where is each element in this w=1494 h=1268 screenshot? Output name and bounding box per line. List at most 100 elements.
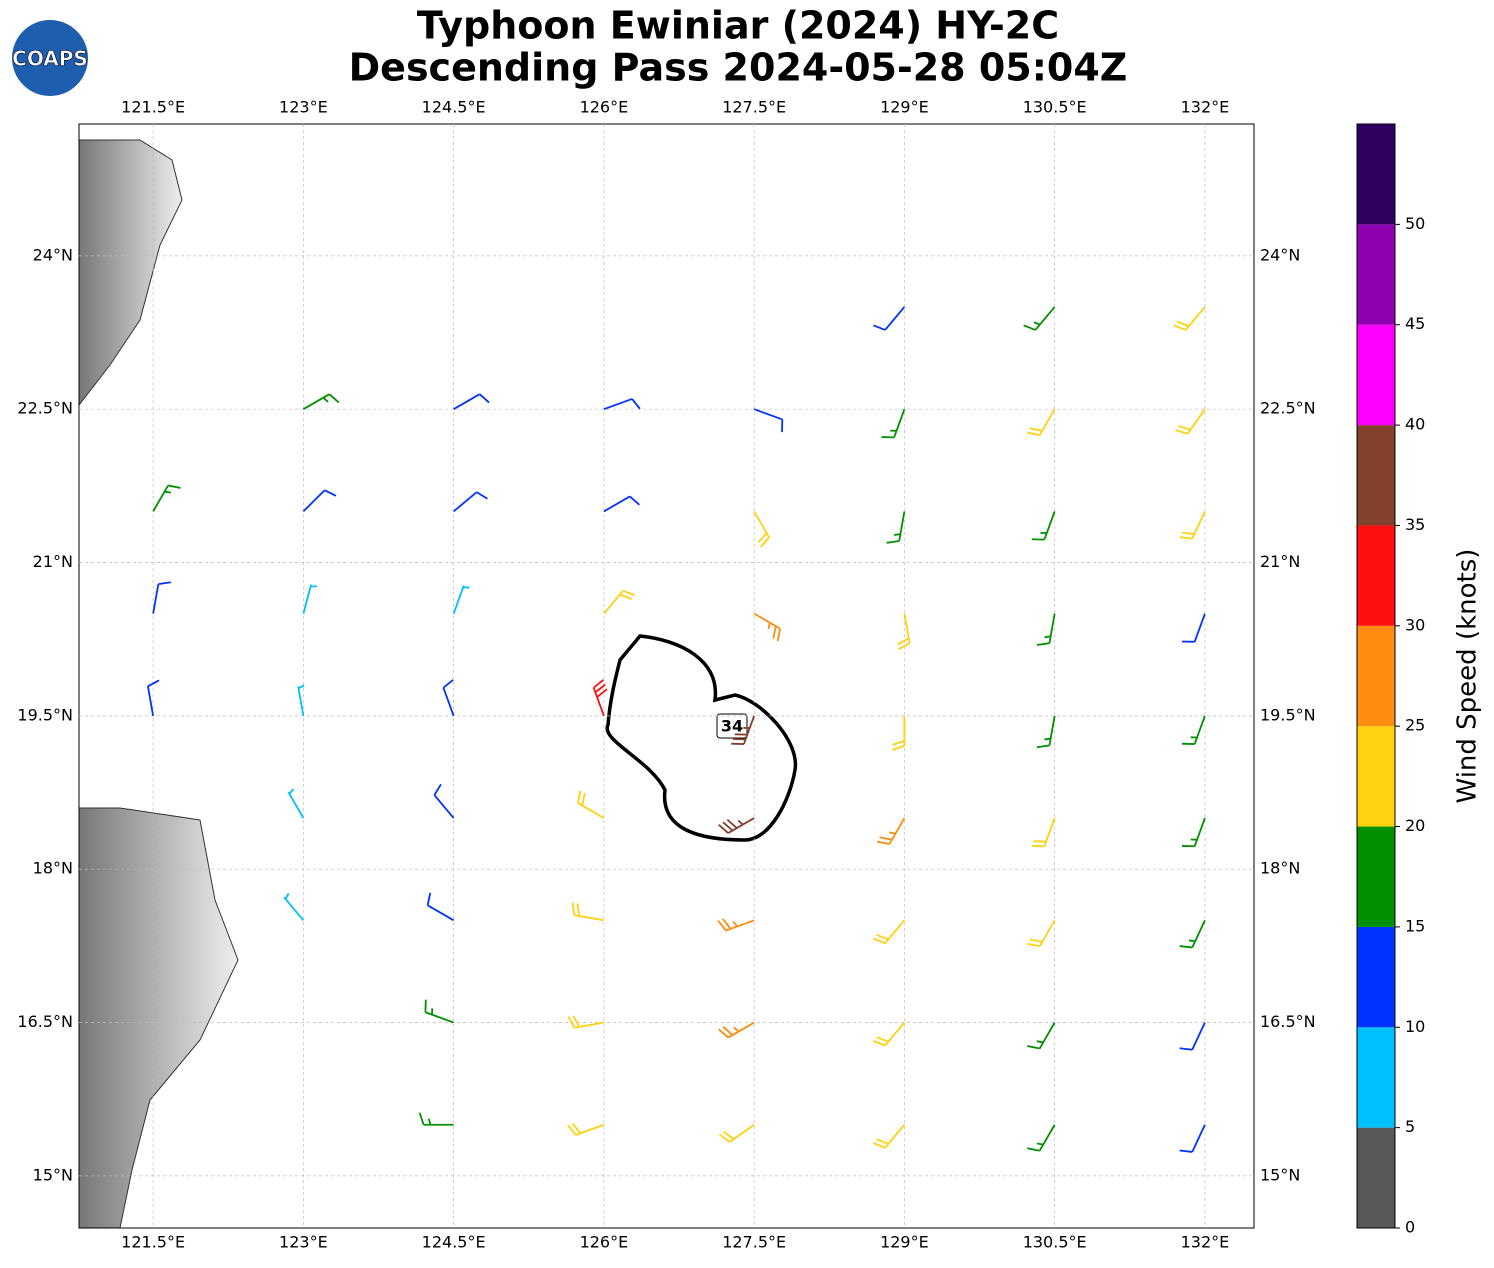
wind-barb: [1036, 613, 1056, 646]
wind-barb: [731, 715, 755, 745]
wind-barb: [876, 817, 906, 845]
colorbar-tick-label: 45: [1405, 314, 1425, 333]
wind-barb: [873, 1021, 906, 1047]
colorbar-segment: [1357, 625, 1395, 727]
contour-label: 34: [721, 717, 743, 736]
x-tick-label: 127.5°E: [722, 98, 786, 117]
colorbar-tick-label: 25: [1405, 716, 1425, 735]
x-tick-label: 126°E: [580, 98, 629, 117]
y-tick-label: 19.5°N: [17, 705, 73, 724]
y-tick-label: 24°N: [1260, 245, 1300, 264]
x-tick-label: 130.5°E: [1023, 98, 1087, 117]
y-tick-label: 19.5°N: [1260, 705, 1316, 724]
wind-barb: [1179, 1124, 1206, 1153]
wind-barb: [297, 684, 305, 717]
y-tick-label: 18°N: [33, 859, 73, 878]
x-tick-label: 126°E: [580, 1233, 629, 1252]
wind-barb: [753, 408, 784, 433]
colorbar-tick-label: 20: [1405, 816, 1425, 835]
colorbar-label: Wind Speed (knots): [1453, 549, 1483, 804]
wind-barb: [873, 919, 906, 945]
wind-barb: [577, 790, 605, 819]
x-tick-label: 130.5°E: [1023, 1233, 1087, 1252]
y-tick-label: 16.5°N: [17, 1012, 73, 1031]
wind-barb: [152, 581, 171, 614]
colorbar-segment: [1357, 1127, 1395, 1228]
wind-barb: [1027, 1022, 1056, 1050]
x-tick-label: 129°E: [880, 1233, 929, 1252]
x-tick-label: 132°E: [1181, 98, 1230, 117]
y-tick-label: 22.5°N: [1260, 399, 1316, 418]
chart-title: Typhoon Ewiniar (2024) HY-2C: [417, 4, 1059, 48]
colorbar-segment: [1357, 425, 1395, 526]
wind-barb: [603, 495, 640, 513]
wind-barb: [442, 679, 455, 717]
wind-barb: [892, 715, 906, 751]
wind-barb: [418, 1112, 454, 1126]
wind-barb: [283, 893, 305, 921]
wind-barb: [426, 892, 455, 922]
wind-barb: [1027, 1124, 1056, 1152]
wind-barb: [302, 584, 317, 614]
wind-barb: [603, 398, 641, 411]
wind-barb: [147, 679, 160, 717]
chart-subtitle: Descending Pass 2024-05-28 05:04Z: [349, 46, 1128, 90]
wind-barb: [873, 1124, 906, 1149]
wind-barb: [886, 511, 906, 544]
wind-barb: [302, 489, 337, 513]
wind-barb: [567, 1015, 605, 1029]
colorbar-segment: [1357, 826, 1395, 927]
wind-barb: [1023, 306, 1056, 331]
x-tick-label: 124.5°E: [422, 1233, 486, 1252]
wind-barb: [1036, 715, 1056, 749]
y-tick-label: 15°N: [1260, 1165, 1300, 1184]
y-tick-label: 24°N: [33, 245, 73, 264]
wind-barb: [718, 1124, 755, 1143]
x-tick-label: 123°E: [279, 1233, 328, 1252]
wind-barb: [718, 817, 755, 834]
wind-barb: [897, 613, 911, 651]
colorbar-segment: [1357, 124, 1395, 225]
y-tick-label: 16.5°N: [1260, 1012, 1316, 1031]
wind-barb: [1175, 408, 1206, 435]
colorbar-tick-label: 10: [1405, 1017, 1425, 1036]
colorbar-tick-label: 50: [1405, 214, 1425, 233]
wind-barb: [881, 408, 906, 439]
wind-barb: [453, 491, 488, 513]
wind-barb: [1181, 715, 1206, 745]
wind-barb: [302, 393, 340, 410]
wind-barb: [1179, 919, 1206, 949]
wind-barb: [1173, 306, 1206, 331]
wind-barb: [1027, 919, 1056, 948]
wind-barb: [424, 999, 454, 1024]
map-frame: [78, 123, 1255, 1229]
wind-barb: [603, 589, 636, 615]
y-tick-label: 21°N: [1260, 552, 1300, 571]
x-tick-label: 127.5°E: [722, 1233, 786, 1252]
wind-barb: [452, 585, 470, 614]
wind-barb: [1027, 408, 1056, 437]
logo: [12, 20, 88, 96]
x-tick-label: 121.5°E: [121, 1233, 185, 1252]
wind-barb: [753, 612, 782, 642]
land: [78, 807, 239, 1229]
wind-barb: [571, 902, 605, 922]
contour: [605, 634, 798, 842]
y-tick-label: 21°N: [33, 552, 73, 571]
wind-barb: [453, 393, 490, 410]
wind-barb: [1181, 817, 1206, 848]
colorbar-segment: [1357, 224, 1395, 325]
wind-barb: [873, 306, 906, 331]
wind-barb: [753, 510, 770, 548]
colorbar-segment: [1357, 1027, 1395, 1128]
y-tick-label: 18°N: [1260, 859, 1300, 878]
logo-text: COAPS: [12, 47, 88, 71]
colorbar-frame: [1356, 123, 1396, 1229]
wind-barb: [567, 1122, 605, 1136]
wind-barb: [287, 788, 305, 819]
wind-barb: [1181, 613, 1206, 643]
colorbar-tick-label: 0: [1405, 1218, 1415, 1237]
x-tick-label: 123°E: [279, 98, 328, 117]
